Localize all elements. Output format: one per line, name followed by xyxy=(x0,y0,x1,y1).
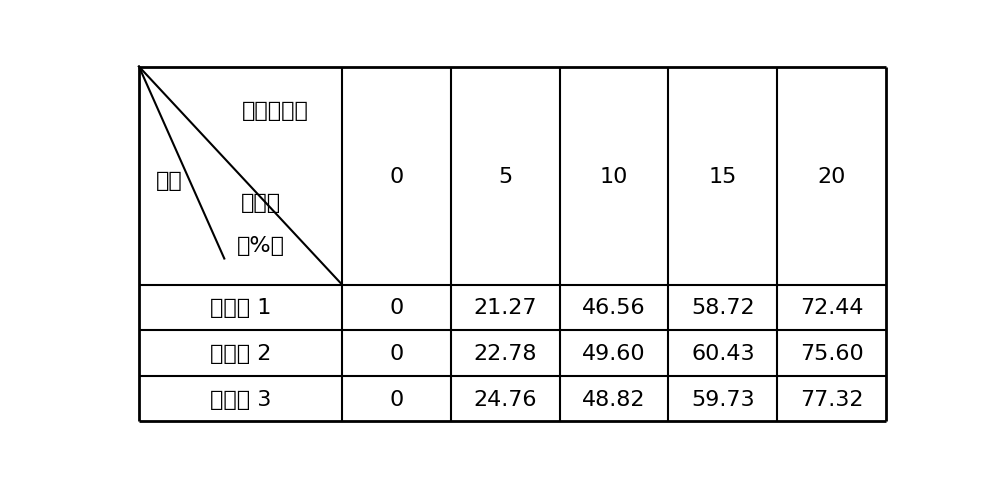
Text: 5: 5 xyxy=(498,166,512,186)
Text: 0: 0 xyxy=(389,298,404,318)
Text: 58.72: 58.72 xyxy=(691,298,755,318)
Text: 10: 10 xyxy=(600,166,628,186)
Text: 48.82: 48.82 xyxy=(582,389,646,408)
Text: 75.60: 75.60 xyxy=(800,343,864,363)
Text: 46.56: 46.56 xyxy=(582,298,646,318)
Text: 15: 15 xyxy=(709,166,737,186)
Text: 组别: 组别 xyxy=(156,171,183,191)
Text: 实施例 3: 实施例 3 xyxy=(210,389,271,408)
Text: 实施例 1: 实施例 1 xyxy=(210,298,271,318)
Text: 24.76: 24.76 xyxy=(474,389,537,408)
Text: 0: 0 xyxy=(389,166,404,186)
Text: 降解率: 降解率 xyxy=(241,193,281,212)
Text: 77.32: 77.32 xyxy=(800,389,863,408)
Text: 实施例 2: 实施例 2 xyxy=(210,343,271,363)
Text: 72.44: 72.44 xyxy=(800,298,863,318)
Text: （%）: （%） xyxy=(237,236,285,256)
Text: 59.73: 59.73 xyxy=(691,389,755,408)
Text: 0: 0 xyxy=(389,389,404,408)
Text: 时间（天）: 时间（天） xyxy=(242,101,309,121)
Text: 21.27: 21.27 xyxy=(474,298,537,318)
Text: 49.60: 49.60 xyxy=(582,343,646,363)
Text: 22.78: 22.78 xyxy=(474,343,537,363)
Text: 20: 20 xyxy=(817,166,846,186)
Text: 60.43: 60.43 xyxy=(691,343,755,363)
Text: 0: 0 xyxy=(389,343,404,363)
